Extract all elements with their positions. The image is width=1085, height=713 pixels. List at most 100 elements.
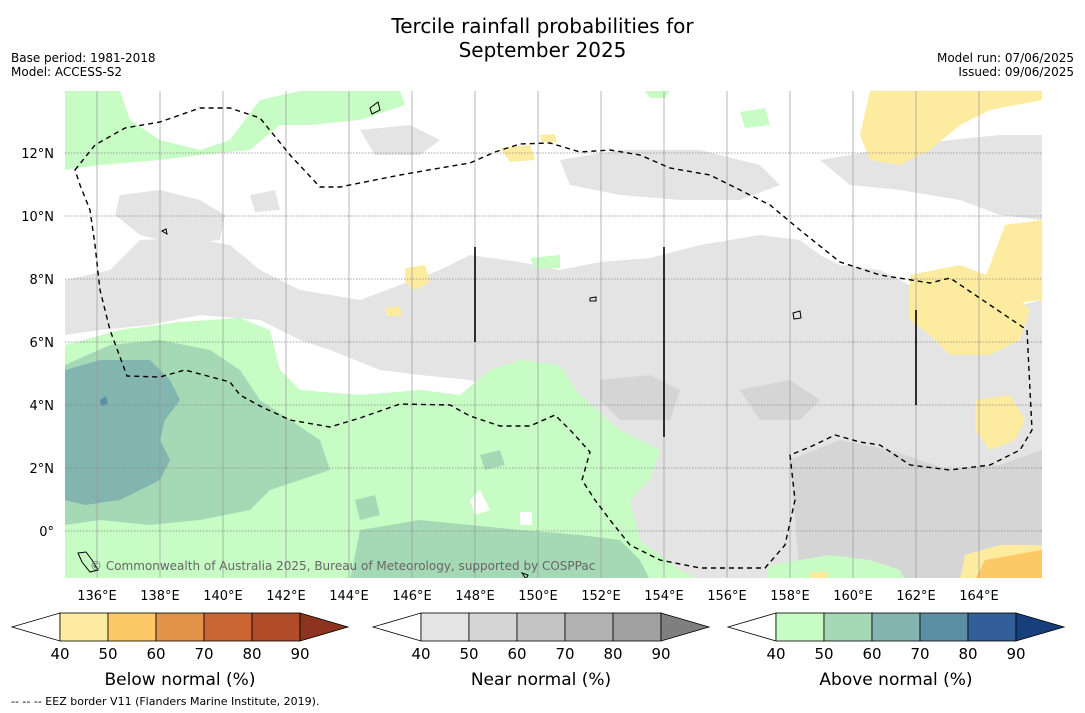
- colorbar-bin: [59, 612, 109, 642]
- colorbar-near-normal: 40 50 60 70 80 90 Near normal (%): [371, 612, 711, 690]
- island: [77, 551, 99, 573]
- colorbar-bin: [919, 612, 969, 642]
- colorbar-label: Above normal (%): [819, 670, 972, 690]
- lon-label: 162°E: [896, 589, 936, 604]
- colorbar-bin: [107, 612, 157, 642]
- near-normal-region: [360, 125, 440, 155]
- colorbar-tick-label: 90: [1006, 645, 1025, 663]
- meta-right: Model run: 07/06/2025 Issued: 09/06/2025: [937, 51, 1074, 79]
- latitude-gridlines: [65, 152, 1042, 532]
- above-normal-region-60: [480, 450, 505, 470]
- colorbar-bin: [775, 612, 825, 642]
- lon-label: 146°E: [392, 589, 432, 604]
- colorbar-tick-label: 60: [862, 645, 881, 663]
- lon-label: 152°E: [581, 589, 621, 604]
- lon-label: 154°E: [644, 589, 684, 604]
- colorbar-tick-label: 50: [98, 645, 117, 663]
- colorbar-bin: [564, 612, 614, 642]
- above-normal-region-80: [100, 396, 108, 406]
- colorbar-bin: [251, 612, 301, 642]
- colorbar-tick-label: 60: [146, 645, 165, 663]
- below-normal-region-50: [500, 145, 535, 162]
- below-normal-region-50: [540, 134, 557, 142]
- colorbar-label: Below normal (%): [105, 670, 256, 690]
- colorbar-max-extension: [660, 612, 711, 642]
- lon-label: 142°E: [266, 589, 306, 604]
- white-gap: [520, 512, 532, 525]
- above-normal-region-70: [65, 360, 180, 505]
- near-normal-region-50: [740, 380, 820, 420]
- copyright-text: © Commonwealth of Australia 2025, Bureau…: [90, 559, 595, 573]
- colorbar-bin: [155, 612, 205, 642]
- colorbar-min-extension: [10, 612, 61, 642]
- issued-text: Issued: 09/06/2025: [958, 65, 1074, 79]
- colorbar-tick-label: 80: [603, 645, 622, 663]
- colorbar-tick-label: 80: [242, 645, 261, 663]
- colorbar-min-extension: [371, 612, 422, 642]
- lon-label: 156°E: [707, 589, 747, 604]
- below-normal-region-50: [405, 265, 430, 290]
- model-run-text: Model run: 07/06/2025: [936, 51, 1074, 65]
- islands: [77, 101, 802, 578]
- colorbar-bin: [823, 612, 873, 642]
- colorbar-above-normal: 40 50 60 70 80 90 Above normal (%): [726, 612, 1066, 690]
- near-normal-region: [250, 190, 280, 212]
- colorbar-tick-label: 50: [459, 645, 478, 663]
- island: [160, 228, 168, 236]
- colorbar-min-extension: [726, 612, 777, 642]
- lon-label: 144°E: [329, 589, 369, 604]
- colorbar-bin: [420, 612, 470, 642]
- above-normal-80-regions: [100, 396, 108, 406]
- above-normal-region-50: [765, 555, 904, 578]
- below-normal-region-50: [385, 306, 402, 316]
- colorbar-below-normal: 40 50 60 70 80 90 Below normal (%): [10, 612, 350, 690]
- map-plot-area: [65, 91, 1042, 578]
- lat-label: 10°N: [21, 210, 54, 225]
- above-normal-region-50: [740, 108, 770, 128]
- colorbar-bin: [468, 612, 518, 642]
- lon-label: 158°E: [770, 589, 810, 604]
- island: [520, 572, 529, 578]
- colorbar-tick-label: 90: [290, 645, 309, 663]
- lon-label: 140°E: [203, 589, 243, 604]
- lon-label: 138°E: [140, 589, 180, 604]
- above-normal-region-60: [350, 520, 649, 578]
- island: [369, 101, 381, 115]
- lon-label: 160°E: [833, 589, 873, 604]
- eez-footnote: -- -- -- EEZ border V11 (Flanders Marine…: [11, 695, 320, 708]
- near-normal-region: [115, 190, 225, 245]
- colorbar-label: Near normal (%): [471, 670, 611, 690]
- lon-label: 164°E: [959, 589, 999, 604]
- above-normal-region-60: [355, 495, 380, 520]
- colorbar-tick-label: 60: [507, 645, 526, 663]
- colorbar-bin: [516, 612, 566, 642]
- lon-label: 150°E: [518, 589, 558, 604]
- lat-label: 0°: [39, 525, 54, 540]
- above-normal-region-50: [65, 91, 405, 170]
- colorbar-tick-label: 70: [555, 645, 574, 663]
- colorbar-tick-label: 80: [958, 645, 977, 663]
- above-normal-region-50: [530, 255, 560, 268]
- colorbar-bin: [871, 612, 921, 642]
- below-normal-region-50: [860, 91, 1042, 165]
- colorbar-tick-label: 90: [651, 645, 670, 663]
- colorbar-max-extension: [299, 612, 350, 642]
- colorbar-bin: [612, 612, 662, 642]
- below-normal-region-50: [910, 265, 1030, 355]
- colorbar-tick-label: 40: [766, 645, 785, 663]
- base-period-text: Base period: 1981-2018: [11, 51, 156, 65]
- below-normal-region-60: [976, 550, 1042, 578]
- longitude-labels: 136°E 138°E 140°E 142°E 144°E 146°E 148°…: [77, 589, 999, 604]
- near-normal-region-50: [600, 375, 680, 420]
- meta-left: Base period: 1981-2018 Model: ACCESS-S2: [11, 51, 156, 79]
- colorbar-tick-label: 70: [910, 645, 929, 663]
- near-normal-region: [560, 150, 780, 200]
- colorbars: 40 50 60 70 80 90 Below normal (%) 40 50 60 70 80 9…: [10, 612, 1066, 690]
- island: [589, 296, 597, 302]
- border-segments: [474, 247, 917, 437]
- colorbar-tick-label: 40: [411, 645, 430, 663]
- below-normal-60-regions: [976, 550, 1042, 578]
- colorbar-tick-label: 50: [814, 645, 833, 663]
- colorbar-bin: [203, 612, 253, 642]
- title-line-2: September 2025: [458, 38, 627, 62]
